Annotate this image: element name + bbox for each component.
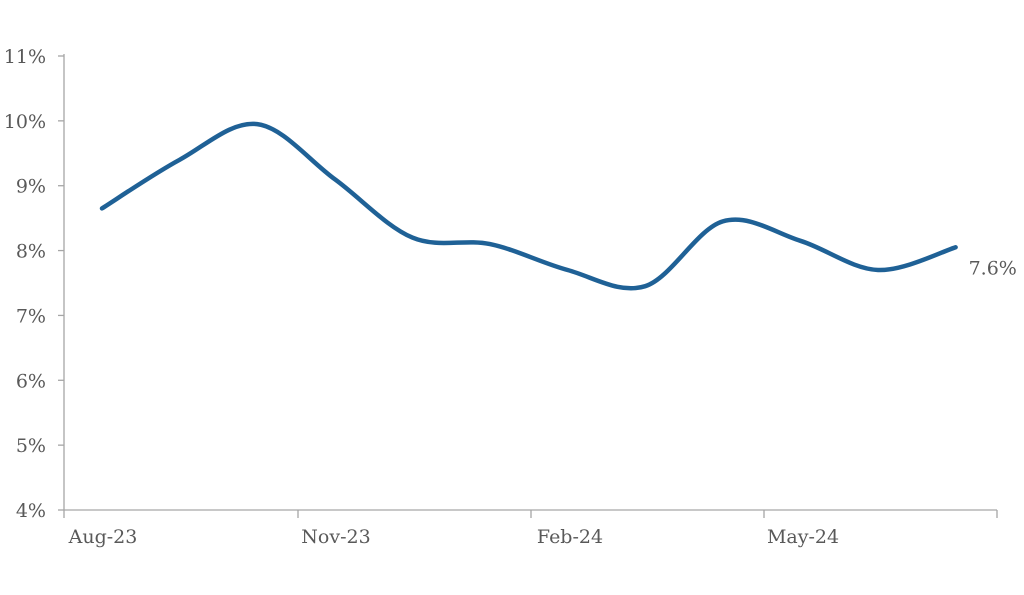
data-point xyxy=(100,206,104,210)
data-point xyxy=(721,219,725,223)
data-point xyxy=(954,245,958,249)
y-tick-label: 11% xyxy=(4,46,46,68)
data-point xyxy=(566,268,570,272)
y-tick-label: 6% xyxy=(16,370,46,392)
data-point xyxy=(333,177,337,181)
x-tick-label: Aug-23 xyxy=(68,526,138,548)
x-tick-label: Nov-23 xyxy=(301,526,370,548)
x-tick-label: Feb-24 xyxy=(537,526,603,548)
data-point xyxy=(178,158,182,162)
x-tick-label: May-24 xyxy=(767,526,839,548)
y-tick-label: 9% xyxy=(16,176,46,198)
y-axis: 4% 5% 6% 7% 8% 9% 10% 11% xyxy=(4,46,65,522)
data-point xyxy=(876,268,880,272)
y-tick-label: 5% xyxy=(16,435,46,457)
data-point xyxy=(643,284,647,288)
y-tick-label: 8% xyxy=(16,241,46,263)
x-axis: Aug-23 Nov-23 Feb-24 May-24 xyxy=(63,509,998,548)
series-line xyxy=(99,121,958,291)
y-tick-label: 7% xyxy=(16,305,46,327)
data-point xyxy=(488,242,492,246)
y-tick-label: 10% xyxy=(4,111,46,133)
data-point xyxy=(255,122,259,126)
data-point xyxy=(410,236,414,240)
y-tick-label: 4% xyxy=(16,500,46,522)
end-value-label: 7.6% xyxy=(969,257,1017,279)
series-layer xyxy=(99,121,958,291)
data-point xyxy=(798,239,802,243)
